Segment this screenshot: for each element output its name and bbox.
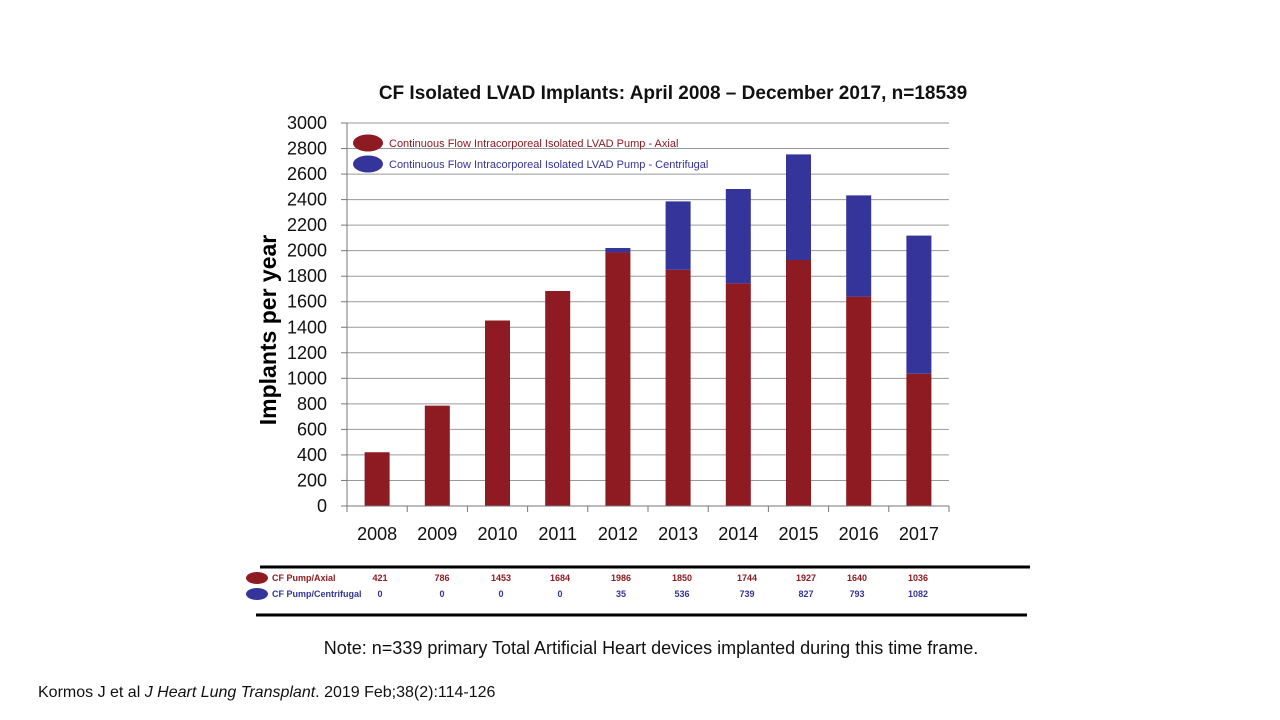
bar-axial-2012 [605, 252, 631, 506]
table-cell: 421 [372, 573, 387, 583]
y-tick-label: 200 [297, 470, 327, 490]
y-tick-label: 1600 [287, 292, 327, 312]
y-axis-label: Implants per year [255, 235, 281, 426]
y-tick-label: 2400 [287, 190, 327, 210]
grid-layer [347, 122, 949, 481]
x-tick-label: 2010 [477, 524, 517, 544]
table-row-label: CF Pump/Axial [272, 573, 336, 583]
table-cell: 786 [434, 573, 449, 583]
y-tick-label: 1200 [287, 343, 327, 363]
legend: Continuous Flow Intracorporeal Isolated … [353, 134, 708, 173]
y-tick-label: 0 [317, 496, 327, 516]
table-cell: 1927 [796, 573, 816, 583]
table-cell: 1640 [847, 573, 867, 583]
x-tick-label: 2008 [357, 524, 397, 544]
bar-axial-2014 [725, 283, 751, 506]
table-cell: 1453 [491, 573, 511, 583]
x-tick-label: 2015 [778, 524, 818, 544]
y-tick-label: 800 [297, 394, 327, 414]
bar-axial-2009 [424, 405, 450, 506]
table-cell: 536 [674, 589, 689, 599]
x-tick-label: 2016 [839, 524, 879, 544]
y-tick-label: 1400 [287, 317, 327, 337]
x-tick-label: 2011 [538, 524, 577, 544]
y-tick-label: 2200 [287, 215, 327, 235]
bar-centrifugal-2013 [665, 201, 691, 270]
citation-details: . 2019 Feb;38(2):114-126 [315, 684, 496, 701]
legend-marker-axial [353, 134, 383, 152]
y-tick-label: 1000 [287, 368, 327, 388]
bar-axial-2013 [665, 269, 691, 506]
bar-axial-2008 [364, 452, 390, 506]
legend-label-axial: Continuous Flow Intracorporeal Isolated … [389, 138, 678, 150]
bar-centrifugal-2012 [605, 247, 631, 253]
bar-centrifugal-2016 [846, 195, 872, 297]
table-cell: 793 [849, 589, 864, 599]
citation-journal: J Heart Lung Transplant [144, 684, 316, 701]
table-cell: 1082 [908, 589, 928, 599]
table-cell: 0 [557, 589, 562, 599]
table-cell: 1684 [550, 573, 570, 583]
citation: Kormos J et al J Heart Lung Transplant. … [38, 684, 495, 702]
table-cell: 739 [739, 589, 754, 599]
table-cell: 0 [377, 589, 382, 599]
table-row-marker [246, 572, 268, 584]
axis-layer: 0 200 400 600 800 1000 1200 1400 1600 1800 2000 220… [287, 113, 950, 544]
bar-axial-2015 [786, 259, 811, 506]
bar-centrifugal-2014 [725, 189, 751, 284]
y-tick-label: 600 [297, 419, 327, 439]
bar-axial-2011 [545, 291, 571, 506]
legend-label-centrifugal: Continuous Flow Intracorporeal Isolated … [389, 159, 708, 171]
table-cell: 1986 [611, 573, 631, 583]
x-tick-label: 2014 [718, 524, 758, 544]
bar-centrifugal-2017 [906, 235, 932, 374]
table-cell: 0 [498, 589, 503, 599]
x-tick-label: 2017 [899, 524, 939, 544]
y-tick-label: 400 [297, 445, 327, 465]
table-cell: 827 [798, 589, 813, 599]
table-cell: 0 [439, 589, 444, 599]
y-tick-label: 2600 [287, 164, 327, 184]
table-cell: 35 [616, 589, 626, 599]
table-cell: 1036 [908, 573, 928, 583]
table-cell: 1850 [672, 573, 692, 583]
y-tick-label: 1800 [287, 266, 327, 286]
y-tick-label: 2000 [287, 241, 327, 261]
y-tick-label: 3000 [287, 113, 327, 133]
bar-axial-2016 [846, 296, 872, 506]
data-table: CF Pump/Axial 421 786 1453 1684 1986 1850 1744 1… [246, 565, 1030, 617]
table-row-label: CF Pump/Centrifugal [272, 589, 362, 599]
table-row-marker [246, 588, 268, 600]
bar-axial-2010 [485, 320, 510, 506]
bars-layer [364, 154, 932, 506]
table-cell: 1744 [737, 573, 757, 583]
footnote: Note: n=339 primary Total Artificial Hea… [324, 638, 978, 658]
bar-axial-2017 [906, 373, 932, 506]
x-tick-label: 2009 [417, 524, 457, 544]
citation-authors: Kormos J et al [38, 684, 145, 701]
x-tick-label: 2013 [658, 524, 698, 544]
bar-centrifugal-2015 [786, 154, 811, 260]
legend-marker-centrifugal [353, 155, 383, 173]
chart-title: CF Isolated LVAD Implants: April 2008 – … [379, 83, 967, 104]
x-tick-label: 2012 [598, 524, 638, 544]
y-tick-label: 2800 [287, 139, 327, 159]
